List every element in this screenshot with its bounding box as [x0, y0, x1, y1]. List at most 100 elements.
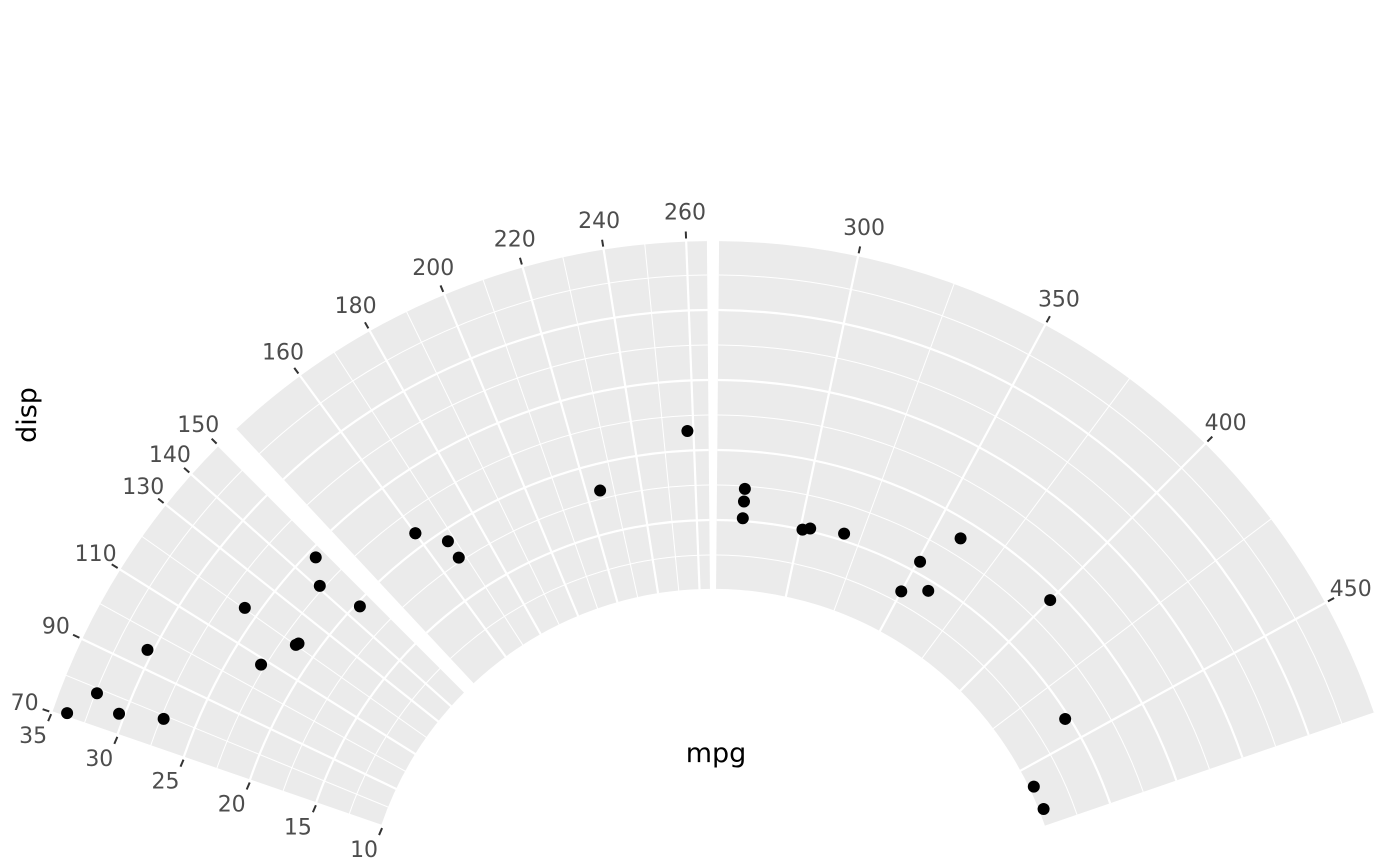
- theta-tick: [157, 497, 165, 504]
- theta-tick-label: 70: [11, 691, 39, 716]
- theta-tick-label: 130: [122, 475, 164, 500]
- data-point: [61, 707, 74, 720]
- grid-circle-minor: [718, 344, 1277, 747]
- grid-spoke-major: [217, 444, 467, 694]
- data-point: [796, 523, 809, 536]
- data-point: [681, 425, 694, 438]
- data-point: [838, 527, 851, 540]
- data-point: [409, 527, 422, 540]
- grid-spoke-minor: [921, 377, 1131, 660]
- theta-tick: [601, 239, 605, 247]
- theta-tick-label: 90: [42, 615, 70, 640]
- grid-circle-minor: [716, 554, 1078, 815]
- data-point: [1044, 594, 1057, 607]
- data-point: [594, 484, 607, 497]
- grid-circle-minor: [402, 484, 710, 608]
- r-tick: [179, 759, 185, 768]
- grid-spoke-minor: [405, 310, 561, 626]
- grid-spoke-minor: [99, 602, 407, 773]
- theta-tick-label: 140: [149, 443, 191, 468]
- grid-circle-minor: [306, 344, 708, 506]
- grid-spoke-minor: [992, 517, 1273, 730]
- grid-spoke-minor: [64, 674, 390, 808]
- theta-tick: [1045, 315, 1051, 323]
- grid-circle-major: [717, 378, 1244, 759]
- data-point: [157, 712, 170, 725]
- grid-spoke-minor: [333, 351, 524, 647]
- theta-tick-label: 240: [578, 209, 620, 234]
- data-point: [238, 601, 251, 614]
- grid-circle-major: [282, 308, 708, 481]
- data-point: [738, 482, 751, 495]
- theta-tick: [1327, 597, 1335, 603]
- grid-circle-minor: [716, 484, 1144, 793]
- data-point: [113, 707, 126, 720]
- data-points: [61, 425, 1072, 815]
- grid-spoke-minor: [562, 256, 639, 599]
- data-point: [141, 643, 154, 656]
- grid-lines: [50, 238, 1376, 828]
- grid-spoke-major: [521, 266, 619, 604]
- data-point: [309, 551, 322, 564]
- grid-circle-major: [381, 691, 467, 827]
- data-point: [954, 532, 967, 545]
- grid-circle-major: [473, 588, 710, 685]
- r-tick-label: 15: [284, 815, 312, 840]
- grid-circle-minor: [450, 554, 710, 659]
- grid-spoke-major: [164, 503, 440, 723]
- r-tick: [113, 736, 119, 745]
- theta-tick-label: 300: [843, 216, 885, 241]
- data-point: [1037, 802, 1050, 815]
- data-point: [737, 495, 750, 508]
- r-tick-label: 25: [152, 770, 180, 795]
- panel-sector-2: [235, 240, 710, 685]
- data-point: [452, 551, 465, 564]
- theta-tick: [72, 633, 80, 639]
- theta-tick-label: 400: [1205, 411, 1247, 436]
- grid-spoke-minor: [833, 282, 955, 612]
- grid-spoke-major: [118, 568, 417, 756]
- theta-tick-label: 150: [177, 413, 219, 438]
- grid-circle-major: [716, 518, 1112, 804]
- theta-tick: [1206, 435, 1214, 443]
- grid-circle-major: [718, 308, 1310, 736]
- grid-spoke-major: [784, 255, 860, 598]
- grid-circle-major: [378, 448, 709, 583]
- theta-tick: [42, 708, 50, 713]
- r-tick-label: 20: [218, 792, 246, 817]
- grid-spoke-minor: [644, 243, 680, 592]
- grid-circle-major: [717, 448, 1178, 781]
- grid-spoke-minor: [141, 535, 428, 739]
- grid-circle-major: [330, 378, 709, 532]
- data-point: [895, 585, 908, 598]
- theta-tick-label: 450: [1330, 577, 1372, 602]
- grid-spoke-minor: [482, 278, 599, 610]
- data-point: [922, 584, 935, 597]
- theta-tick: [364, 321, 370, 329]
- grid-spoke-major: [80, 637, 398, 791]
- grid-spoke-major: [958, 442, 1207, 693]
- grid-spoke-major: [878, 323, 1047, 633]
- grid-spoke-major: [602, 248, 660, 595]
- grid-circle-major: [719, 238, 1376, 713]
- theta-tick: [518, 257, 523, 265]
- theta-tick: [439, 285, 445, 293]
- theta-tick: [293, 367, 300, 375]
- data-point: [914, 555, 927, 568]
- grid-spoke-major: [442, 293, 580, 618]
- r-tick-label: 35: [19, 724, 47, 749]
- theta-tick-label: 110: [75, 542, 117, 567]
- theta-tick-label: 200: [412, 256, 454, 281]
- data-point: [1027, 780, 1040, 793]
- grid-spoke-major: [1019, 601, 1327, 773]
- r-tick-label: 10: [350, 838, 378, 863]
- theta-tick: [111, 563, 119, 569]
- data-point: [292, 637, 305, 650]
- r-tick: [311, 804, 317, 813]
- theta-tick: [183, 467, 190, 474]
- theta-tick-label: 220: [494, 228, 536, 253]
- data-point: [353, 600, 366, 613]
- grid-spoke-major: [50, 711, 383, 828]
- theta-tick-label: 180: [335, 294, 377, 319]
